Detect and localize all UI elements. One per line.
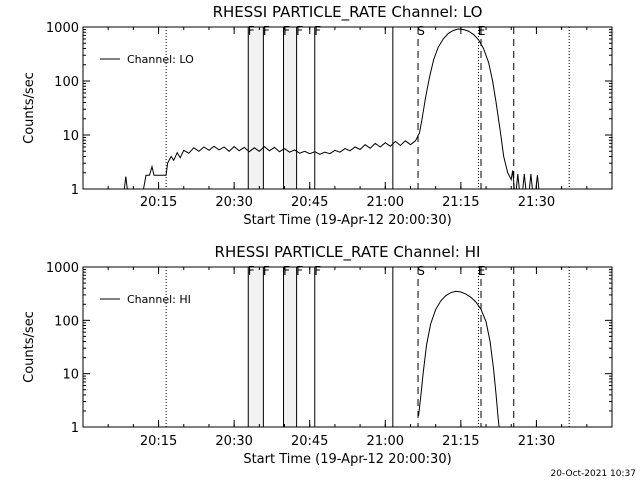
chart-1-x-tick-label: 21:00 (367, 195, 404, 210)
chart-2-y-tick-label: 10 (62, 368, 79, 383)
chart-1-x-axis-label: Start Time (19-Apr-12 20:00:30) (243, 213, 451, 228)
chart-2-series-line (418, 290, 500, 428)
chart-2-flag-shade (283, 267, 297, 427)
chart-1-flag-shade (283, 27, 297, 189)
chart-1-x-tick-label: 20:45 (291, 195, 328, 210)
chart-1-flag-label: F (283, 24, 290, 38)
chart-2-flag-label: E (478, 264, 486, 278)
footer-timestamp: 20-Oct-2021 10:37 (551, 469, 636, 479)
chart-2-y-tick-label: 1 (71, 421, 79, 436)
chart-1-y-tick-label: 10 (62, 129, 79, 144)
chart-1-flag-label: F (296, 24, 303, 38)
chart-2-flag-label: F (283, 264, 290, 278)
chart-1-x-tick-label: 21:15 (442, 195, 479, 210)
chart-1-series-line (123, 28, 540, 190)
chart-1-y-tick-label: 100 (54, 75, 79, 90)
chart-1-x-tick-label: 20:15 (140, 195, 177, 210)
chart-2-title: RHESSI PARTICLE_RATE Channel: HI (215, 243, 481, 262)
chart-1-flag-label: S (417, 24, 425, 38)
chart-1-flag-label: E (478, 24, 486, 38)
chart-2-flag-label: F (248, 264, 255, 278)
chart-2-legend-label: Channel: HI (127, 293, 191, 306)
chart-1-y-tick-label: 1 (71, 183, 79, 198)
chart-2-x-axis-label: Start Time (19-Apr-12 20:00:30) (243, 452, 451, 467)
chart-2-flag-label: F (263, 264, 270, 278)
chart-1-flag-label: F (248, 24, 255, 38)
chart-1-y-axis-label: Counts/sec (22, 72, 37, 144)
chart-2-flag-label: S (417, 264, 425, 278)
chart-1-y-tick-label: 1000 (46, 21, 79, 36)
chart-2-x-tick-label: 21:30 (518, 434, 555, 449)
chart-2-x-tick-label: 21:15 (442, 434, 479, 449)
chart-2-flag-label: F (296, 264, 303, 278)
chart-1-plot-frame (82, 26, 613, 190)
chart-1-legend-label: Channel: LO (127, 53, 194, 66)
chart-1-flag-label: F (314, 24, 321, 38)
chart-2-x-tick-label: 21:00 (367, 434, 404, 449)
chart-2-flag-label: F (314, 264, 321, 278)
chart-1-x-tick-label: 21:30 (518, 195, 555, 210)
chart-2-x-tick-label: 20:30 (215, 434, 252, 449)
chart-2-y-tick-label: 100 (54, 314, 79, 329)
chart-2-flag-shade (248, 267, 264, 427)
chart-1-x-tick-label: 20:30 (215, 195, 252, 210)
chart-1-title: RHESSI PARTICLE_RATE Channel: LO (213, 3, 483, 22)
chart-2-plot-frame (82, 266, 613, 428)
chart-1-flag-label: F (263, 24, 270, 38)
chart-1-flag-shade (248, 27, 264, 189)
chart-2-x-tick-label: 20:45 (291, 434, 328, 449)
chart-2-y-axis-label: Counts/sec (22, 311, 37, 383)
chart-2-x-tick-label: 20:15 (140, 434, 177, 449)
chart-2-y-tick-label: 1000 (46, 261, 79, 276)
